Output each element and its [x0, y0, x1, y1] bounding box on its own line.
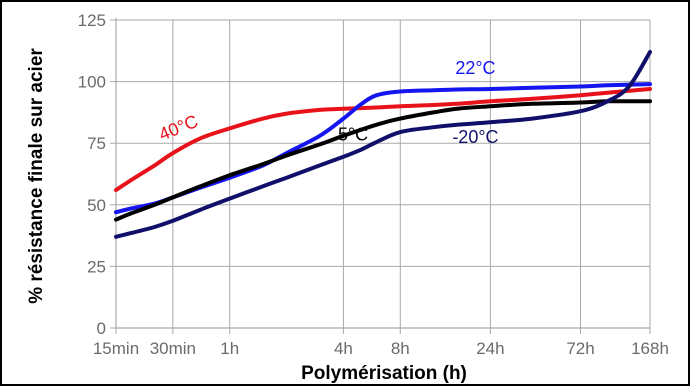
axes: 0 25 50 75 100 125 15min 30min 1h 4h 8h 24h 72h 168h: [78, 11, 669, 358]
x-axis-title: Polymérisation (h): [301, 363, 467, 384]
series-line-5c: [114, 99, 652, 222]
x-tick-label: 4h: [334, 339, 353, 358]
x-tick-label: 168h: [631, 339, 669, 358]
grid: [116, 19, 651, 328]
x-tick-label: 1h: [220, 339, 239, 358]
series-label-minus20c: -20°C: [452, 127, 498, 147]
y-tick-label: 125: [78, 11, 106, 30]
y-tick-label: 0: [97, 319, 106, 338]
y-tick-label: 50: [87, 196, 106, 215]
x-tick-label: 72h: [566, 339, 594, 358]
series-label-5c: 5°C: [338, 125, 368, 145]
series-line-40c: [114, 87, 652, 192]
x-tick-label: 24h: [476, 339, 504, 358]
x-tick-label: 30min: [150, 339, 196, 358]
x-tick-label: 8h: [391, 339, 410, 358]
y-tick-label: 25: [87, 257, 106, 276]
series-line-minus20c: [114, 50, 652, 239]
y-tick-label: 75: [87, 134, 106, 153]
series-lines: [114, 50, 652, 239]
y-axis-title: % résistance finale sur acier: [26, 48, 47, 304]
x-tick-label: 15min: [93, 339, 139, 358]
series-label-22c: 22°C: [455, 58, 495, 78]
y-tick-label: 100: [78, 73, 106, 92]
